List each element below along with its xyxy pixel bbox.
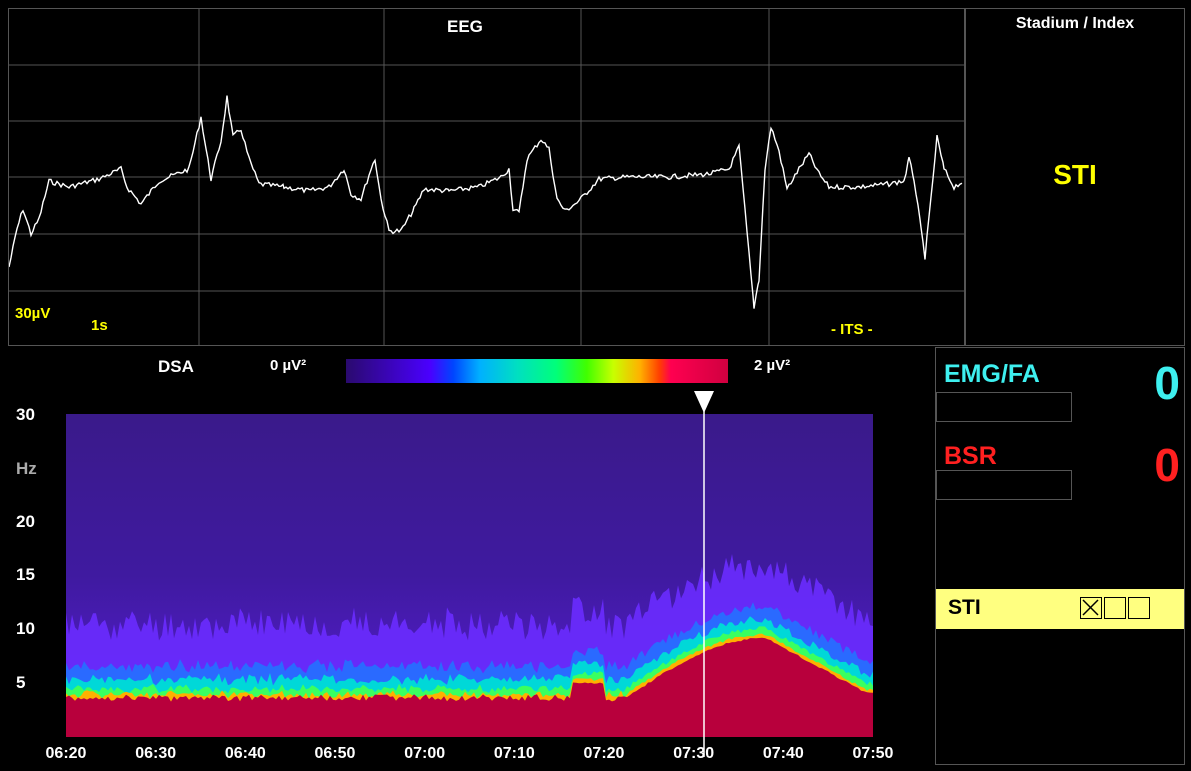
dsa-cursor[interactable] [8, 347, 933, 763]
y-tick-0: 30 [16, 405, 35, 424]
eeg-time-scale: 1s [91, 317, 108, 334]
y-tick-2: 20 [16, 512, 35, 531]
sti-checkbox-2[interactable] [1104, 597, 1126, 619]
eeg-title: EEG [447, 17, 483, 36]
dsa-panel: DSA 0 µV² 2 µV² 30 Hz 20 15 10 5 06:20 06:30 06… [8, 347, 933, 763]
bsr-value: 0 [1154, 439, 1180, 491]
sti-checkbox-1[interactable] [1080, 597, 1102, 619]
sti-indicator: STI [936, 589, 1184, 629]
stadium-title: Stadium / Index [1015, 15, 1135, 32]
eeg-amplitude-scale: 30µV [15, 305, 51, 322]
x-tick-5: 07:10 [493, 745, 535, 762]
parameters-panel: EMG/FA 0 BSR 0 STI [935, 347, 1185, 765]
check-x-icon [1082, 599, 1099, 616]
x-tick-3: 06:50 [314, 745, 356, 762]
colorbar-min-label: 0 µV² [270, 357, 307, 374]
y-tick-4: 10 [16, 619, 35, 638]
eeg-panel: EEG 30µV 1s - ITS - [8, 8, 965, 346]
cursor-marker-icon [694, 391, 714, 413]
y-tick-5: 5 [16, 673, 26, 692]
x-tick-6: 07:20 [583, 745, 625, 762]
colorbar-max-label: 2 µV² [754, 357, 791, 374]
y-tick-1: Hz [16, 459, 37, 478]
x-tick-4: 07:00 [404, 745, 446, 762]
stadium-value: STI [1053, 159, 1097, 190]
y-tick-3: 15 [16, 565, 35, 584]
eeg-mode-label: - ITS - [831, 321, 873, 338]
x-tick-2: 06:40 [224, 745, 266, 762]
bsr-label: BSR [944, 442, 997, 470]
sti-label: STI [948, 596, 981, 619]
emg-level-bar [936, 392, 1072, 422]
dsa-title: DSA [158, 357, 194, 376]
emg-value: 0 [1154, 357, 1180, 409]
stadium-index-panel: Stadium / Index STI [965, 8, 1185, 346]
x-tick-9: 07:50 [852, 745, 894, 762]
eeg-trace [9, 95, 963, 309]
x-tick-8: 07:40 [762, 745, 804, 762]
colorbar [346, 359, 728, 383]
sti-checkbox-3[interactable] [1128, 597, 1150, 619]
bsr-level-bar [936, 470, 1072, 500]
emg-label: EMG/FA [944, 360, 1040, 388]
x-tick-1: 06:30 [135, 745, 177, 762]
x-tick-0: 06:20 [45, 745, 87, 762]
eeg-waveform-plot [9, 9, 964, 345]
dsa-spectrogram [66, 414, 873, 737]
